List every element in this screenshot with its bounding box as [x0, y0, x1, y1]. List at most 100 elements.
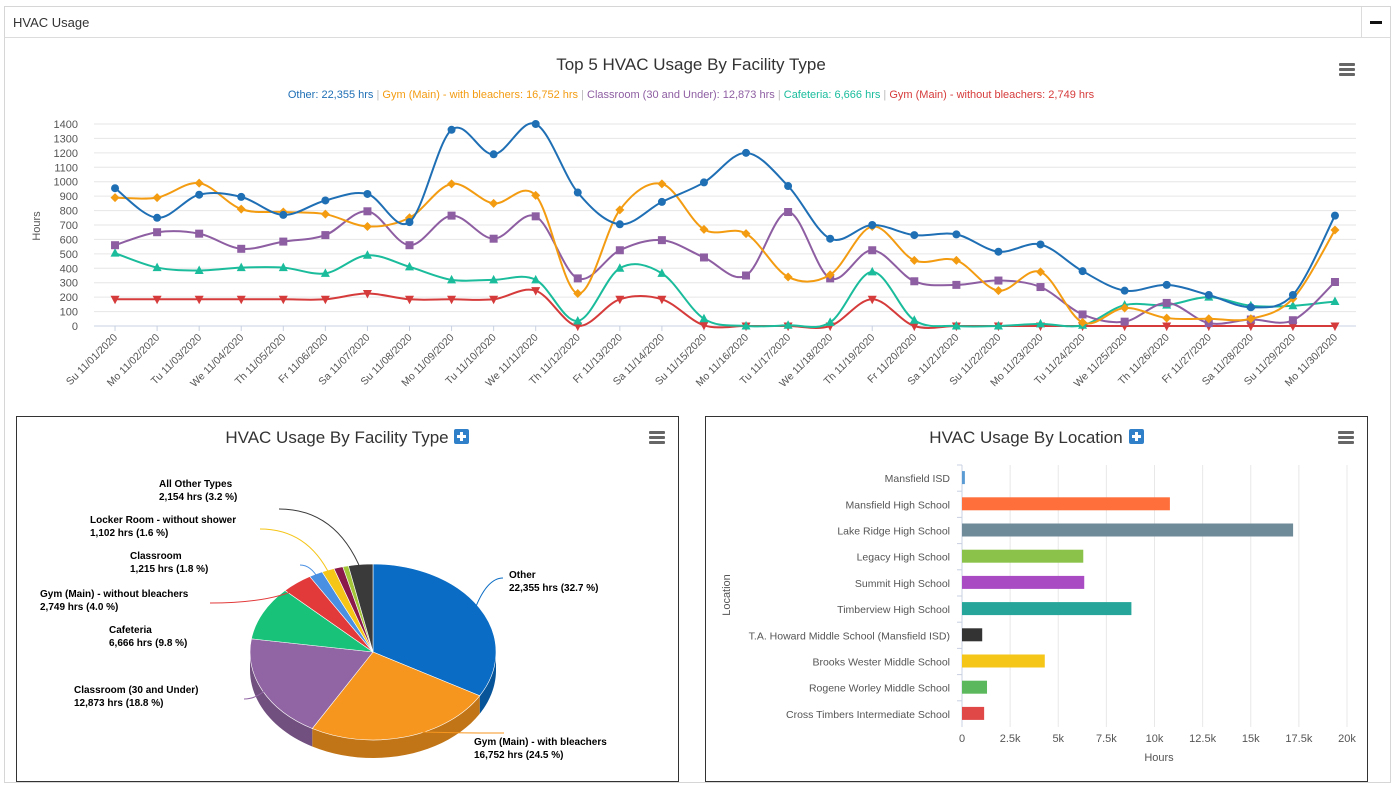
data-point[interactable]	[321, 196, 330, 205]
data-point[interactable]	[784, 208, 793, 217]
data-point[interactable]	[447, 274, 457, 284]
data-point[interactable]	[952, 280, 961, 289]
data-point[interactable]	[405, 295, 414, 305]
data-point[interactable]	[1078, 310, 1087, 319]
pie-slice-other[interactable]	[372, 563, 497, 697]
pie-slice-cafeteria[interactable]	[251, 590, 374, 653]
data-point[interactable]	[362, 250, 372, 259]
legend-item[interactable]: Gym (Main) - with bleachers: 16,752 hrs	[382, 89, 578, 101]
data-point[interactable]	[742, 271, 751, 280]
bar-chart-menu-icon[interactable]	[1338, 431, 1354, 444]
bar[interactable]	[962, 706, 985, 720]
data-point[interactable]	[1246, 303, 1255, 312]
data-point[interactable]	[531, 274, 541, 284]
data-point[interactable]	[1204, 290, 1213, 299]
data-point[interactable]	[657, 236, 666, 245]
data-point[interactable]	[826, 234, 835, 243]
data-point[interactable]	[657, 295, 667, 305]
data-point[interactable]	[909, 255, 919, 265]
legend-item[interactable]: Gym (Main) - without bleachers: 2,749 hr…	[889, 89, 1094, 101]
data-point[interactable]	[1330, 296, 1340, 305]
data-point[interactable]	[447, 125, 456, 134]
data-point[interactable]	[1246, 314, 1256, 324]
data-point[interactable]	[615, 246, 624, 255]
data-point[interactable]	[279, 237, 288, 246]
expand-plus-icon[interactable]	[1129, 429, 1144, 444]
data-point[interactable]	[742, 148, 751, 157]
data-point[interactable]	[657, 179, 667, 189]
bar[interactable]	[962, 471, 965, 485]
data-point[interactable]	[531, 212, 540, 221]
line-chart-legend[interactable]: Other: 22,355 hrs | Gym (Main) - with bl…	[288, 89, 1095, 101]
data-point[interactable]	[194, 265, 204, 274]
pie-slice-all-other-types[interactable]	[348, 563, 374, 653]
data-point[interactable]	[1330, 211, 1339, 220]
data-point[interactable]	[321, 231, 330, 240]
data-point[interactable]	[951, 321, 961, 330]
data-point[interactable]	[909, 315, 919, 324]
data-point[interactable]	[1330, 277, 1339, 286]
data-point[interactable]	[362, 290, 372, 299]
data-point[interactable]	[825, 317, 835, 326]
data-point[interactable]	[1036, 240, 1045, 249]
expand-plus-icon[interactable]	[454, 429, 469, 444]
data-point[interactable]	[1246, 322, 1256, 332]
data-point[interactable]	[825, 270, 835, 280]
bar[interactable]	[962, 523, 1294, 537]
data-point[interactable]	[994, 247, 1003, 256]
data-point[interactable]	[657, 197, 666, 206]
data-point[interactable]	[362, 221, 372, 231]
data-point[interactable]	[110, 295, 120, 305]
data-point[interactable]	[867, 295, 877, 305]
data-point[interactable]	[699, 313, 709, 323]
data-point[interactable]	[489, 198, 499, 208]
legend-item[interactable]: Classroom (30 and Under): 12,873 hrs	[587, 89, 775, 101]
bar[interactable]	[962, 680, 988, 694]
data-point[interactable]	[531, 120, 540, 128]
data-point[interactable]	[784, 182, 793, 191]
data-point[interactable]	[195, 190, 204, 199]
data-point[interactable]	[236, 204, 246, 214]
data-point[interactable]	[110, 248, 120, 257]
data-point[interactable]	[573, 322, 583, 332]
data-point[interactable]	[153, 213, 162, 222]
data-point[interactable]	[1078, 267, 1087, 276]
data-point[interactable]	[1288, 322, 1298, 332]
data-point[interactable]	[573, 315, 583, 325]
data-point[interactable]	[236, 262, 246, 272]
pie-chart-menu-icon[interactable]	[649, 431, 665, 444]
data-point[interactable]	[1288, 316, 1297, 325]
data-point[interactable]	[237, 244, 246, 253]
data-point[interactable]	[1162, 313, 1172, 323]
data-point[interactable]	[531, 190, 541, 200]
data-point[interactable]	[1288, 300, 1298, 310]
data-point[interactable]	[489, 274, 499, 284]
data-point[interactable]	[910, 231, 919, 240]
data-point[interactable]	[994, 276, 1003, 285]
data-point[interactable]	[615, 263, 625, 272]
data-point[interactable]	[1036, 267, 1045, 277]
data-point[interactable]	[111, 241, 120, 250]
data-point[interactable]	[1120, 286, 1129, 295]
data-point[interactable]	[699, 321, 709, 331]
data-point[interactable]	[909, 322, 919, 332]
data-point[interactable]	[531, 287, 541, 296]
data-point[interactable]	[1162, 280, 1171, 289]
data-point[interactable]	[1078, 317, 1088, 327]
data-point[interactable]	[489, 234, 498, 243]
data-point[interactable]	[1120, 303, 1130, 313]
data-point[interactable]	[320, 268, 330, 277]
data-point[interactable]	[615, 205, 625, 215]
data-point[interactable]	[152, 295, 162, 305]
data-point[interactable]	[278, 262, 288, 272]
legend-item[interactable]: Other: 22,355 hrs	[288, 89, 374, 101]
data-point[interactable]	[320, 295, 330, 305]
data-point[interactable]	[363, 207, 372, 216]
pie-slice-gym-main-with-bleachers[interactable]	[311, 651, 481, 741]
data-point[interactable]	[741, 321, 751, 330]
data-point[interactable]	[1036, 318, 1045, 328]
line-chart-menu-icon[interactable]	[1339, 63, 1355, 76]
data-point[interactable]	[868, 246, 877, 255]
data-point[interactable]	[615, 295, 625, 305]
data-point[interactable]	[741, 229, 751, 239]
